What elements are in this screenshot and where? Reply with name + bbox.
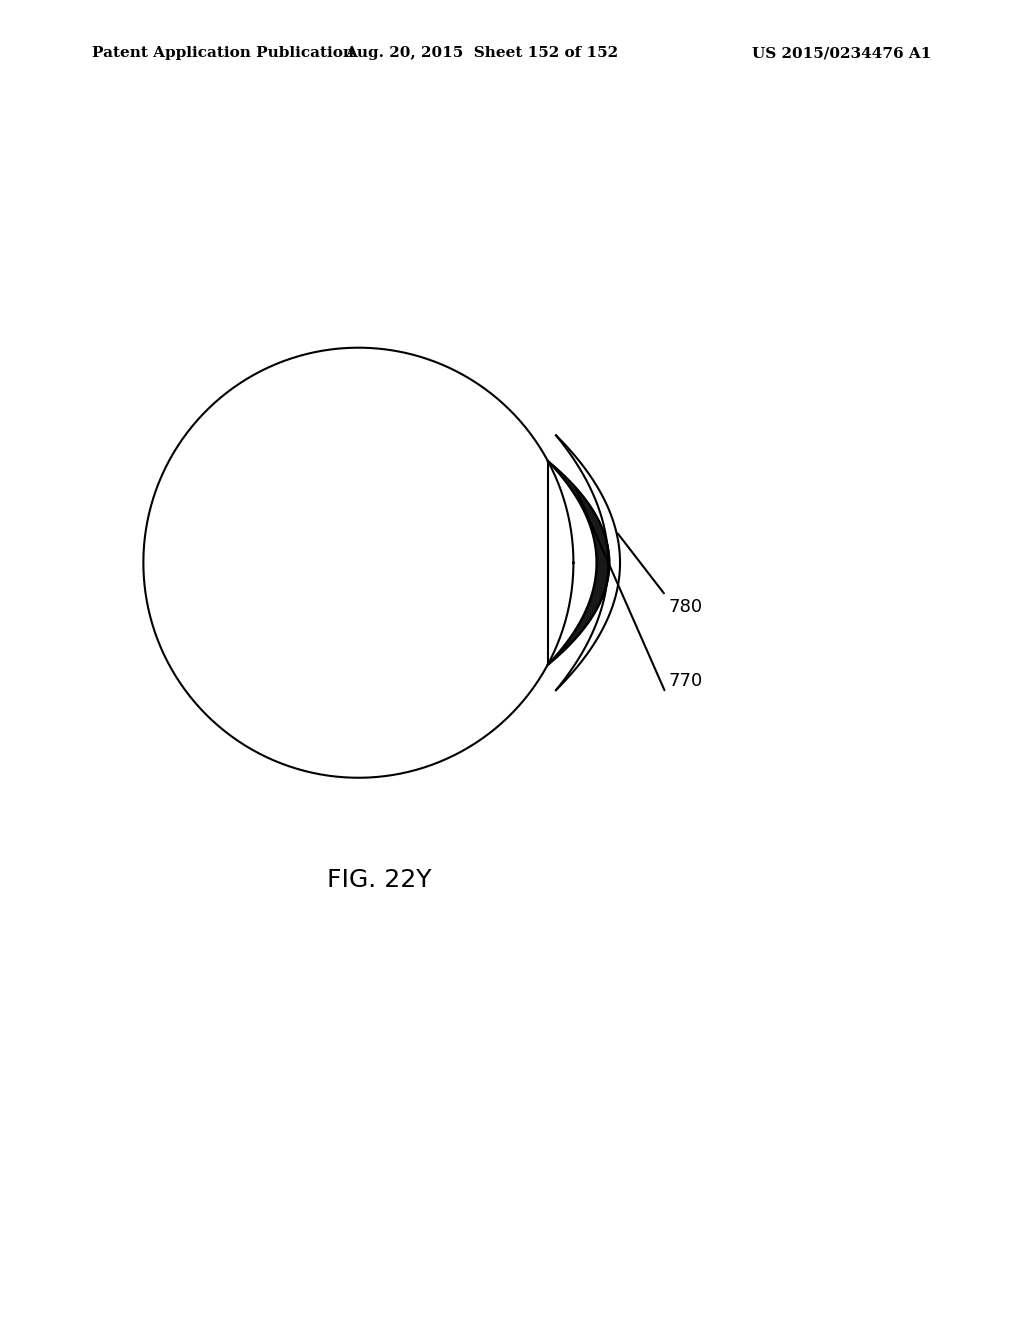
Text: US 2015/0234476 A1: US 2015/0234476 A1 <box>753 46 932 61</box>
Text: Patent Application Publication: Patent Application Publication <box>92 46 354 61</box>
Text: 780: 780 <box>669 598 702 615</box>
Text: FIG. 22Y: FIG. 22Y <box>327 869 431 892</box>
Text: 770: 770 <box>669 672 702 689</box>
Text: Aug. 20, 2015  Sheet 152 of 152: Aug. 20, 2015 Sheet 152 of 152 <box>345 46 617 61</box>
